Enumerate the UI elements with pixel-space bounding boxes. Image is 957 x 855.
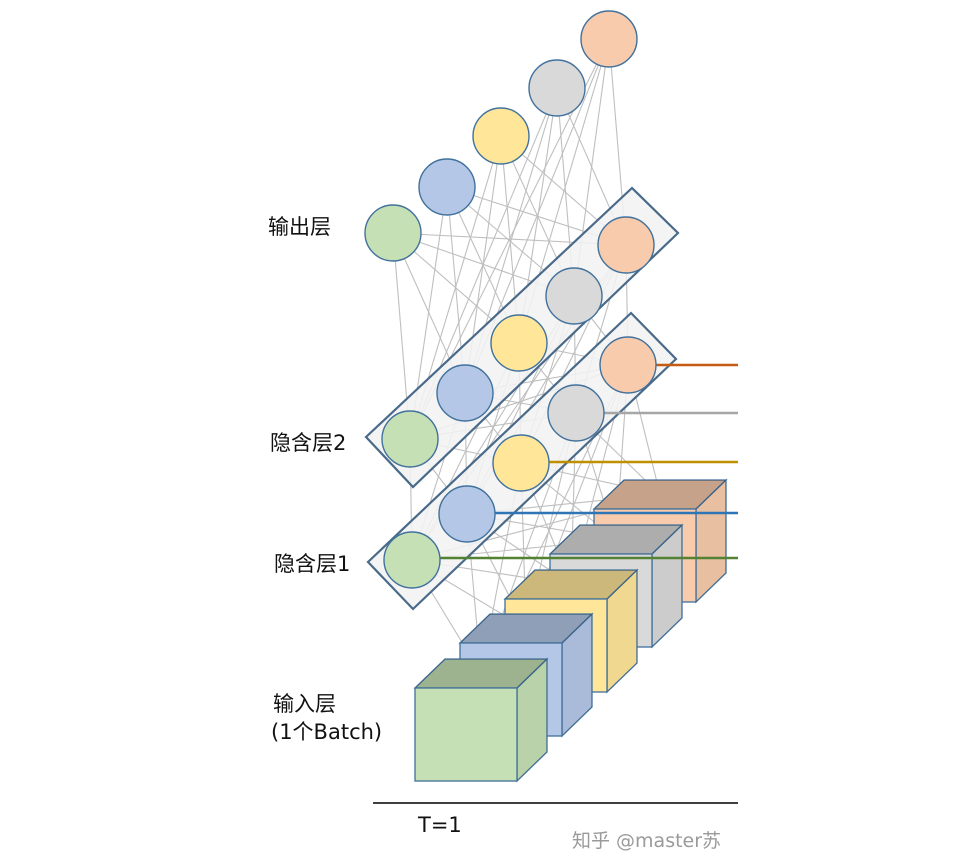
cube-side-shade (562, 614, 592, 736)
hidden1-node-gray (547, 384, 605, 442)
input-cube-green (413, 657, 549, 783)
hidden1-node-green (383, 531, 441, 589)
output-layer-label: 输出层 (268, 215, 331, 239)
hidden2-node-green (381, 410, 439, 468)
hidden1-node-blue (438, 485, 496, 543)
output-node-green (364, 204, 422, 262)
hidden-layer-2-label: 隐含层2 (270, 431, 347, 455)
cube-top-shade (460, 614, 592, 643)
output-node-blue (418, 158, 476, 216)
hidden1-node-yellow (492, 434, 550, 492)
hidden2-node-yellow (490, 314, 548, 372)
cube-top-shade (550, 525, 682, 554)
cube-side-shade (517, 659, 547, 781)
input-layer-label: 输入层 (273, 692, 336, 716)
hidden1-node-orange (599, 336, 657, 394)
output-node-gray (528, 59, 586, 117)
cube-side-shade (652, 525, 682, 647)
cube-top-shade (415, 659, 547, 688)
hidden2-node-blue (436, 364, 494, 422)
hidden2-node-gray (545, 267, 603, 325)
neuron-nodes (364, 10, 657, 589)
time-step-label: T=1 (418, 813, 462, 837)
cube-front-face (414, 687, 518, 782)
hidden2-node-orange (597, 216, 655, 274)
cube-top-shade (594, 480, 726, 509)
input-layer-batch-label: (1个Batch) (271, 720, 383, 744)
hidden-layer-1-label: 隐含层1 (274, 552, 351, 576)
cube-side-shade (696, 480, 726, 602)
input-batch-cubes (413, 478, 728, 783)
cube-side-shade (607, 570, 637, 692)
watermark: 知乎 @master苏 (572, 830, 722, 852)
output-node-yellow (472, 107, 530, 165)
cube-top-shade (505, 570, 637, 599)
output-node-orange (580, 10, 638, 68)
